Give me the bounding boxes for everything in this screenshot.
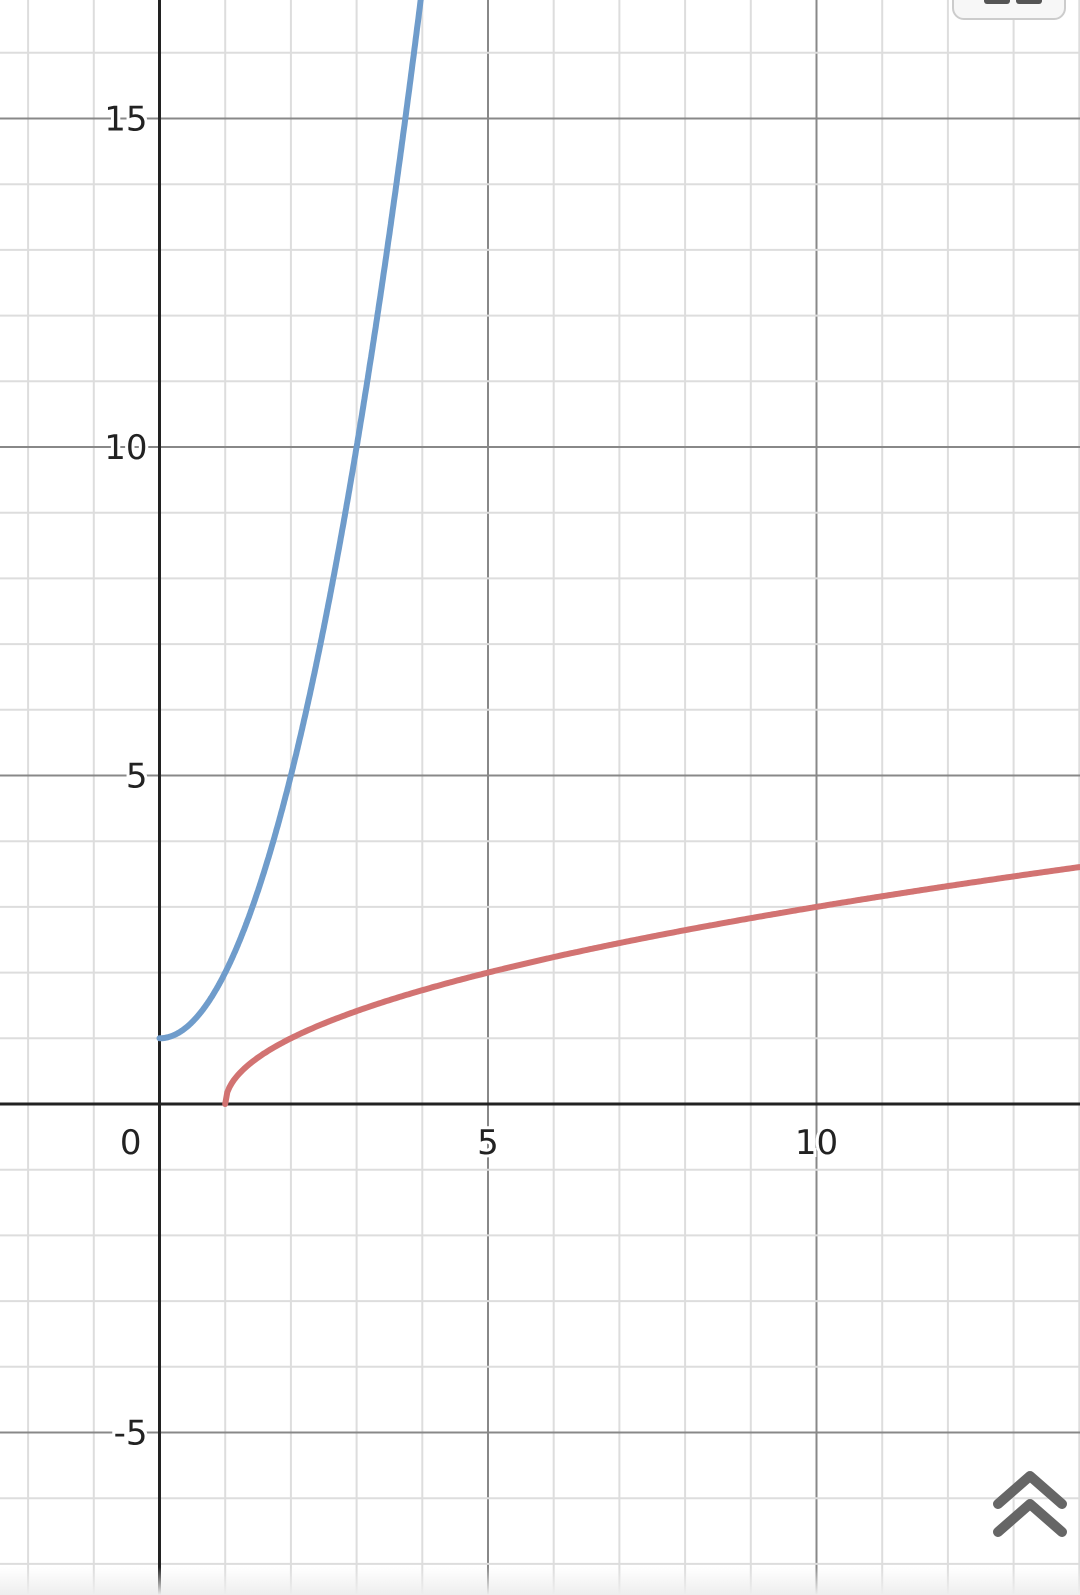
curve-2 xyxy=(222,864,1080,1107)
top-toolbar-button[interactable] xyxy=(952,0,1066,20)
keyboard-icon xyxy=(984,0,1010,4)
y-tick-label: 15 xyxy=(104,100,147,140)
y-tick-label: -5 xyxy=(114,1414,148,1454)
double-chevron-up-icon[interactable] xyxy=(990,1468,1070,1540)
bottom-edge xyxy=(0,1567,1080,1595)
x-tick-label: 10 xyxy=(795,1123,838,1163)
x-tick-label: 0 xyxy=(120,1123,142,1163)
keyboard-icon-part xyxy=(1016,0,1042,4)
y-tick-label: 5 xyxy=(126,757,148,797)
x-tick-label: 5 xyxy=(477,1123,499,1163)
y-tick-label: 10 xyxy=(104,428,147,468)
curve-1 xyxy=(156,0,424,1042)
